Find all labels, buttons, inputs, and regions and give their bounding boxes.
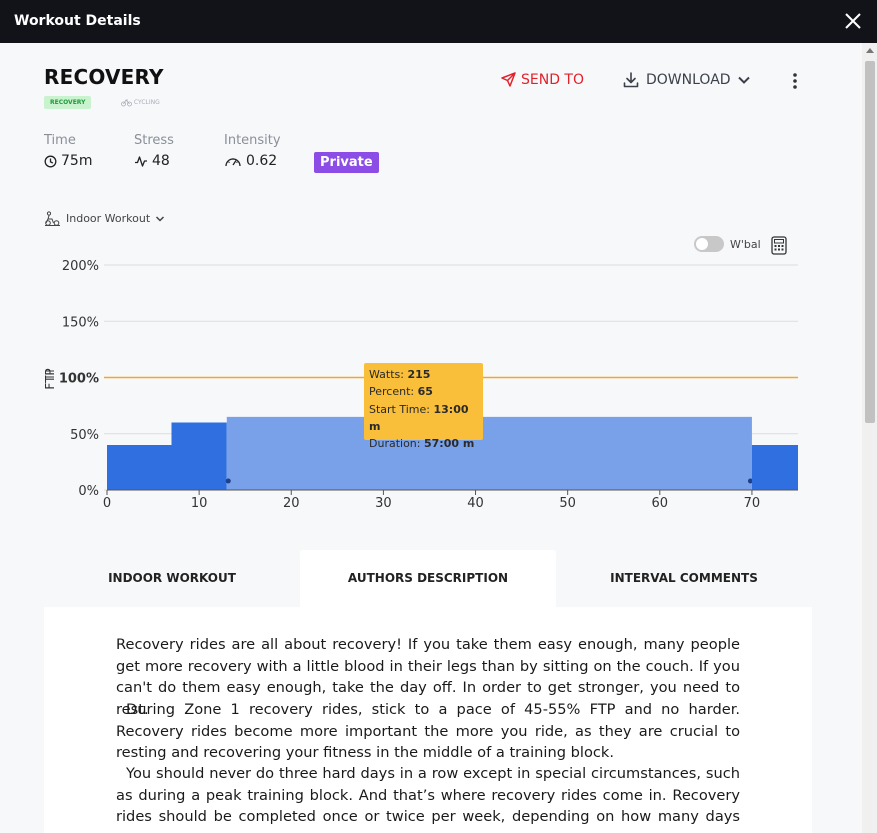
scrollbar-thumb[interactable] [865, 61, 875, 423]
close-icon[interactable] [843, 11, 863, 31]
tab-indoor-workout[interactable]: INDOOR WORKOUT [108, 571, 236, 585]
x-tick-label: 0 [103, 496, 111, 511]
bike-icon [121, 99, 132, 107]
metric-intensity-value: 0.62 [246, 153, 278, 169]
tooltip-duration-value: 57:00 m [423, 437, 475, 451]
interval-block [107, 445, 172, 490]
workout-tabs: INDOOR WORKOUT AUTHORS DESCRIPTION INTER… [44, 550, 812, 607]
chart-tooltip: Watts: 215 Percent: 65 Start Time: 13:00… [364, 363, 483, 450]
metric-intensity: Intensity 0.62 [224, 133, 281, 169]
download-label: DOWNLOAD [646, 72, 731, 88]
y-axis-label: FTP [43, 368, 57, 389]
interval-block [751, 445, 798, 490]
interval-block [226, 416, 752, 490]
calculator-icon[interactable] [771, 236, 787, 255]
tooltip-start-label: Start Time: [369, 402, 430, 416]
scroll-up-arrow[interactable] [866, 48, 874, 53]
workout-chart: 200% 150% 100% 50% 0% FTP 0 10 20 30 40 50 60 70 [43, 259, 798, 511]
workout-type-label: Indoor Workout [66, 212, 151, 225]
y-tick-label: 0% [78, 484, 99, 499]
x-tick-label: 30 [375, 496, 392, 511]
x-tick-label: 50 [559, 496, 576, 511]
x-tick-label: 20 [283, 496, 300, 511]
sport-text: CYCLING [133, 99, 160, 106]
interval-block [171, 422, 227, 490]
chevron-down-icon [737, 76, 750, 84]
workout-type-dropdown[interactable]: Indoor Workout [44, 211, 165, 226]
tab-authors-description[interactable]: AUTHORS DESCRIPTION [300, 550, 556, 607]
y-tick-label: 100% [59, 372, 99, 387]
gauge-icon [225, 157, 241, 166]
tooltip-watts-value: 215 [407, 368, 431, 381]
wbal-label: W'bal [730, 237, 761, 251]
description-paragraph: You should never do three hard days in a… [116, 765, 740, 833]
scrollbar[interactable] [862, 43, 877, 833]
modal-content: RECOVERY RECOVERY CYCLING SEND TO DOWNLO… [0, 43, 862, 833]
workout-title: RECOVERY [44, 65, 164, 89]
clock-icon [44, 155, 57, 167]
visibility-badge: Private [314, 152, 379, 173]
metric-time-value: 75m [61, 153, 93, 169]
chevron-down-icon [156, 215, 165, 222]
description-paragraph: During Zone 1 recovery rides, stick to a… [116, 701, 740, 762]
send-to-button[interactable]: SEND TO [500, 71, 584, 88]
tooltip-start-value: 13:00 m [369, 402, 469, 433]
toggle-knob [696, 238, 708, 250]
metric-intensity-label: Intensity [224, 133, 281, 148]
x-tick-label: 60 [652, 496, 669, 511]
tab-interval-comments[interactable]: INTERVAL COMMENTS [610, 571, 758, 585]
tooltip-duration-label: Duration: [369, 437, 421, 451]
workout-tag-badge: RECOVERY [44, 96, 92, 109]
tooltip-percent-label: Percent: [369, 385, 415, 399]
pulse-icon [135, 155, 147, 167]
download-button[interactable]: DOWNLOAD [622, 71, 751, 89]
wbal-toggle-group: W'bal [694, 236, 761, 252]
metric-stress-label: Stress [134, 133, 174, 148]
tooltip-watts-label: Watts: [369, 368, 404, 381]
indoor-bike-icon [45, 211, 60, 226]
x-tick-label: 40 [467, 496, 484, 511]
ftp-axis-marker [46, 370, 54, 378]
metric-time-label: Time [44, 133, 76, 148]
modal-title: Workout Details [14, 13, 141, 29]
metric-stress-value: 48 [152, 153, 170, 169]
send-to-label: SEND TO [521, 71, 585, 88]
interval-start-marker [225, 478, 231, 484]
description-panel: Recovery rides are all about recovery! I… [44, 607, 812, 833]
metric-stress: Stress 48 [134, 133, 174, 169]
sport-label: CYCLING [121, 96, 160, 109]
wbal-toggle[interactable] [694, 236, 724, 252]
y-tick-label: 150% [62, 315, 99, 330]
download-icon [623, 72, 639, 88]
x-tick-label: 10 [191, 496, 208, 511]
more-options-icon[interactable] [788, 71, 802, 91]
metric-time: Time 75m [44, 133, 92, 169]
description-paragraph: Recovery rides are all about recovery! I… [116, 636, 740, 718]
y-tick-label: 50% [70, 428, 99, 443]
x-tick-label: 70 [744, 496, 761, 511]
y-tick-label: 200% [62, 259, 99, 274]
interval-end-marker [747, 478, 753, 484]
tooltip-percent-value: 65 [417, 385, 433, 399]
modal-titlebar: Workout Details [0, 0, 877, 43]
send-icon [501, 72, 516, 87]
